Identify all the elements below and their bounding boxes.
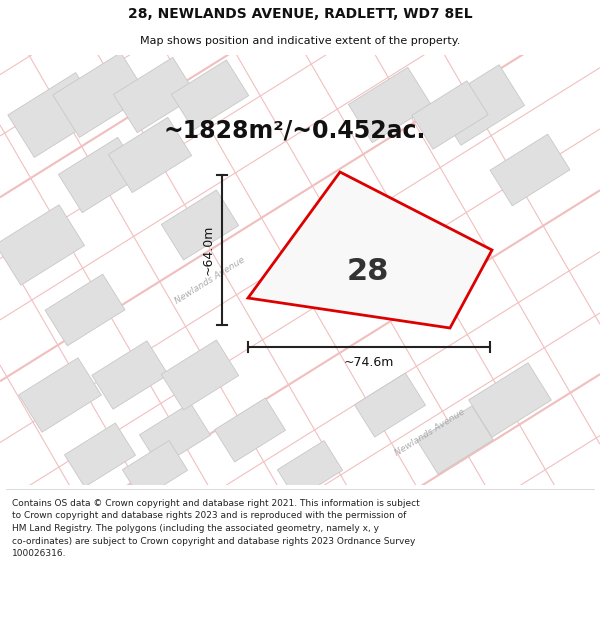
Polygon shape	[109, 118, 191, 192]
Text: Newlands Avenue: Newlands Avenue	[173, 255, 247, 305]
Polygon shape	[45, 274, 125, 346]
Polygon shape	[8, 72, 102, 158]
Text: Contains OS data © Crown copyright and database right 2021. This information is : Contains OS data © Crown copyright and d…	[12, 499, 420, 558]
Text: ~1828m²/~0.452ac.: ~1828m²/~0.452ac.	[164, 118, 426, 142]
Text: ~74.6m: ~74.6m	[344, 356, 394, 369]
Polygon shape	[58, 138, 142, 212]
Polygon shape	[248, 172, 492, 328]
Polygon shape	[277, 441, 343, 499]
Polygon shape	[92, 341, 168, 409]
Polygon shape	[490, 134, 570, 206]
Polygon shape	[161, 340, 239, 410]
Polygon shape	[172, 60, 248, 130]
Polygon shape	[161, 190, 239, 260]
Polygon shape	[19, 357, 101, 432]
Text: Newlands Avenue: Newlands Avenue	[394, 407, 467, 458]
Polygon shape	[64, 423, 136, 487]
Polygon shape	[469, 362, 551, 438]
Polygon shape	[122, 441, 188, 499]
Text: 28, NEWLANDS AVENUE, RADLETT, WD7 8EL: 28, NEWLANDS AVENUE, RADLETT, WD7 8EL	[128, 7, 472, 21]
Text: 28: 28	[346, 258, 389, 286]
Polygon shape	[139, 403, 211, 467]
Polygon shape	[412, 81, 488, 149]
Polygon shape	[355, 373, 425, 437]
Text: ~64.0m: ~64.0m	[202, 225, 215, 275]
Polygon shape	[0, 205, 85, 285]
Polygon shape	[436, 65, 524, 145]
Text: Map shows position and indicative extent of the property.: Map shows position and indicative extent…	[140, 36, 460, 46]
Polygon shape	[53, 52, 147, 138]
Polygon shape	[349, 68, 431, 142]
Polygon shape	[417, 406, 493, 474]
Polygon shape	[113, 58, 197, 132]
Polygon shape	[214, 398, 286, 462]
